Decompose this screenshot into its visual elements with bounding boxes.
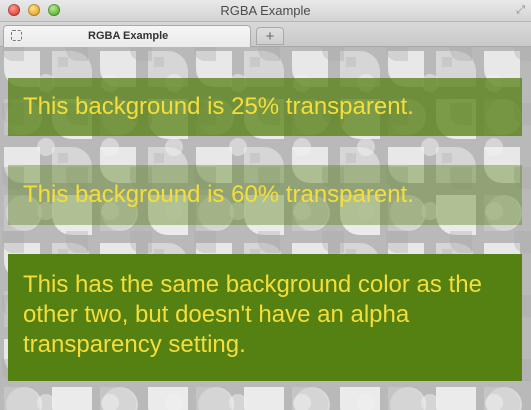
- fullscreen-icon[interactable]: ⤢: [516, 4, 525, 16]
- close-window-icon[interactable]: [8, 4, 20, 16]
- transparent-box-25: This background is 25% transparent.: [8, 78, 522, 136]
- tab-bar: RGBA Example +: [0, 22, 531, 47]
- minimize-window-icon[interactable]: [28, 4, 40, 16]
- window-title: RGBA Example: [220, 3, 311, 18]
- page-favicon-icon: [11, 30, 22, 41]
- zoom-window-icon[interactable]: [48, 4, 60, 16]
- plus-icon: +: [265, 28, 275, 45]
- tab-label: RGBA Example: [88, 30, 169, 42]
- title-bar[interactable]: RGBA Example ⤢: [0, 0, 531, 22]
- transparent-box-60: This background is 60% transparent.: [8, 165, 522, 225]
- new-tab-button[interactable]: +: [256, 27, 284, 45]
- tab-rgba-example[interactable]: RGBA Example: [3, 25, 251, 47]
- page-content: This background is 25% transparent. This…: [0, 47, 531, 410]
- opaque-box: This has the same background color as th…: [8, 254, 522, 381]
